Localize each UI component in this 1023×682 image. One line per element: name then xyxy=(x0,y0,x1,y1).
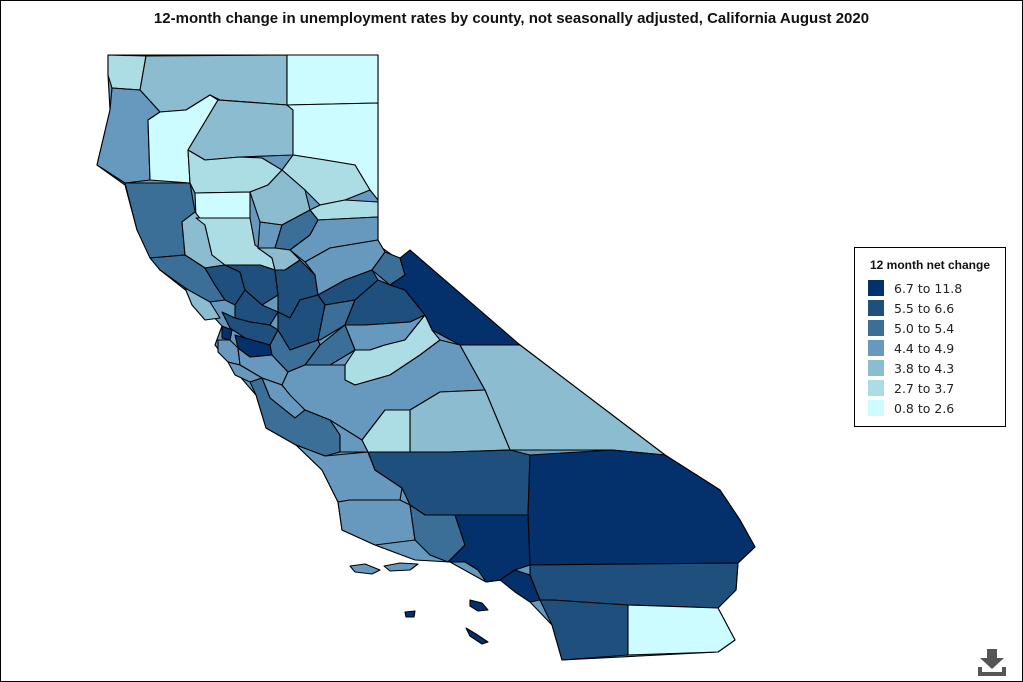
county-santa-barbara[interactable] xyxy=(337,499,416,546)
county-san-luis-obispo[interactable] xyxy=(295,444,403,503)
county-los-angeles[interactable] xyxy=(447,514,531,583)
legend-swatch xyxy=(868,340,884,356)
county-plumas[interactable] xyxy=(281,154,371,206)
legend-title: 12 month net change xyxy=(869,258,991,272)
county-san-bernardino[interactable] xyxy=(527,449,756,566)
legend-label: 5.0 to 5.4 xyxy=(894,321,955,336)
legend-label: 3.8 to 4.3 xyxy=(894,361,955,376)
island-san-clemente xyxy=(465,627,489,645)
county-calaveras[interactable] xyxy=(317,299,356,341)
legend-label: 6.7 to 11.8 xyxy=(894,281,963,296)
legend-swatch xyxy=(868,320,884,336)
county-glenn[interactable] xyxy=(194,191,251,219)
legend-swatch xyxy=(868,400,884,416)
county-modoc[interactable] xyxy=(286,54,379,106)
county-san-diego[interactable] xyxy=(539,599,629,661)
legend-swatch xyxy=(868,280,884,296)
county-imperial[interactable] xyxy=(627,604,736,656)
island-santa-catalina xyxy=(469,599,489,612)
legend-swatch xyxy=(868,300,884,316)
island-san-miguel xyxy=(349,563,381,575)
map-title: 12-month change in unemployment rates by… xyxy=(153,10,870,27)
legend-swatch xyxy=(868,380,884,396)
county-del-norte[interactable] xyxy=(107,54,147,91)
county-kings[interactable] xyxy=(329,419,369,453)
download-button[interactable] xyxy=(976,647,1008,677)
county-tulare-west[interactable] xyxy=(361,409,411,453)
legend-label: 2.7 to 3.7 xyxy=(894,381,955,396)
county-yolo[interactable] xyxy=(224,264,279,306)
legend-swatch xyxy=(868,360,884,376)
download-icon xyxy=(978,649,1006,676)
island-santa-cruz xyxy=(383,562,419,572)
legend: 12 month net change 6.7 to 11.8 5.5 to 6… xyxy=(854,247,1006,427)
legend-label: 5.5 to 6.6 xyxy=(894,301,955,316)
county-marin[interactable] xyxy=(184,287,221,321)
legend-label: 4.4 to 4.9 xyxy=(894,341,955,356)
island-san-nicolas xyxy=(404,610,416,618)
legend-label: 0.8 to 2.6 xyxy=(894,401,955,416)
county-merced[interactable] xyxy=(304,324,356,366)
